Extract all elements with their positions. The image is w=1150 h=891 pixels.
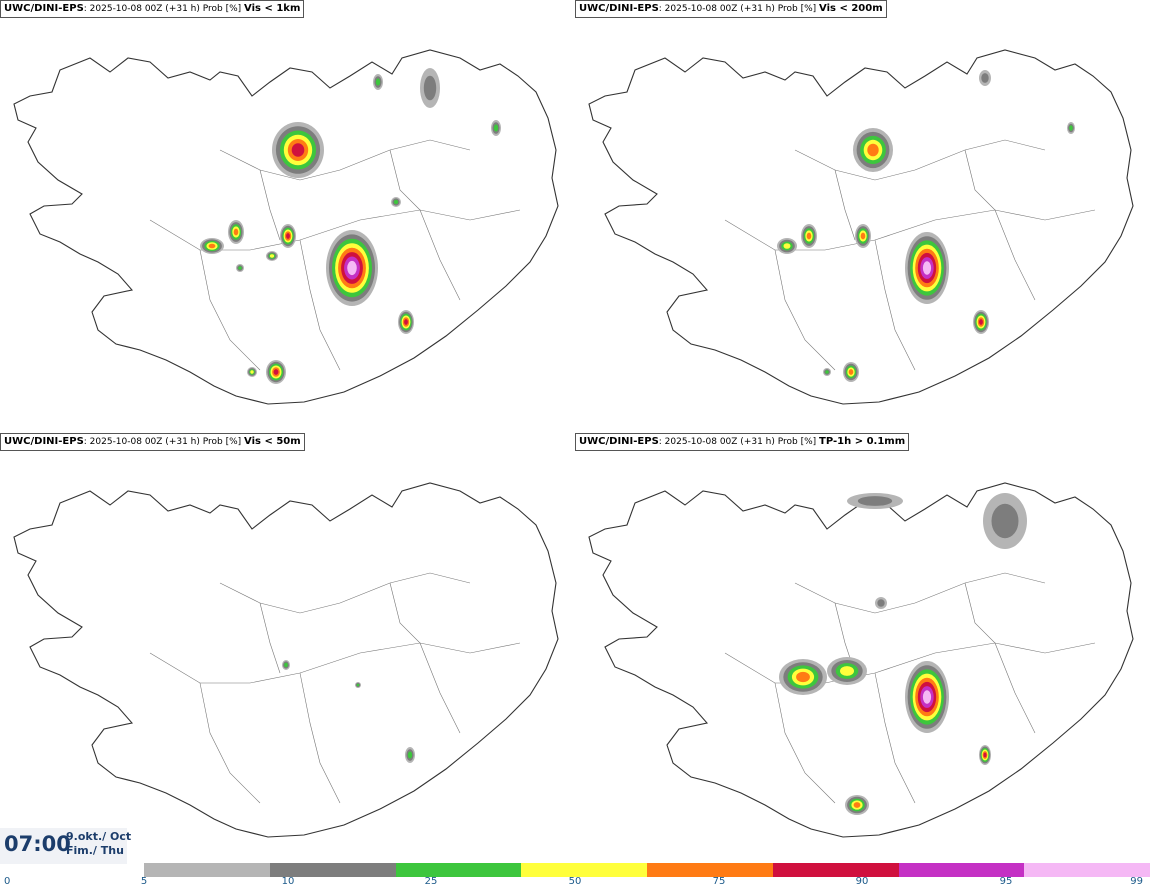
legend-tick-label: 95 bbox=[999, 876, 1013, 887]
valid-time-box bbox=[0, 828, 127, 864]
region-boundary bbox=[389, 582, 421, 644]
valid-date-line2: Fim./ Thu bbox=[66, 844, 124, 857]
region-boundary bbox=[419, 642, 461, 734]
legend-ticks: 0 5 10 25 50 75 90 95 99 bbox=[0, 876, 1150, 890]
legend-tick-label: 50 bbox=[568, 876, 582, 887]
panel-title: UWC/DINI-EPS: 2025-10-08 00Z (+31 h) Pro… bbox=[575, 0, 887, 18]
legend-swatch bbox=[144, 863, 270, 877]
probability-contour bbox=[404, 319, 408, 325]
panel-title: UWC/DINI-EPS: 2025-10-08 00Z (+31 h) Pro… bbox=[0, 433, 305, 451]
probability-contour bbox=[493, 124, 499, 132]
color-legend bbox=[144, 863, 1150, 877]
probability-contour bbox=[806, 232, 812, 240]
probability-contour bbox=[981, 73, 989, 83]
legend-tick-label: 99 bbox=[1130, 876, 1143, 887]
valid-time: 07:00 bbox=[4, 832, 71, 856]
legend-swatch bbox=[772, 863, 899, 877]
probability-contour bbox=[1069, 125, 1073, 131]
region-boundary bbox=[299, 672, 341, 804]
legend-swatch bbox=[521, 863, 647, 877]
probability-contour bbox=[983, 752, 987, 758]
legend-tick-label: 25 bbox=[424, 876, 438, 887]
probability-contour bbox=[286, 233, 290, 239]
iceland-map bbox=[588, 49, 1134, 405]
region-boundary bbox=[994, 642, 1036, 734]
region-boundary bbox=[874, 239, 916, 371]
probability-contour bbox=[796, 671, 810, 683]
probability-contour bbox=[356, 683, 360, 687]
region-boundary bbox=[299, 239, 341, 371]
legend-tick-label: 75 bbox=[712, 876, 726, 887]
probability-contour bbox=[857, 496, 893, 506]
region-boundary bbox=[259, 169, 281, 241]
panel-title: UWC/DINI-EPS: 2025-10-08 00Z (+31 h) Pro… bbox=[0, 0, 305, 18]
probability-contour bbox=[423, 75, 437, 101]
probability-contour bbox=[922, 690, 932, 704]
probability-contour bbox=[238, 266, 242, 270]
probability-contour bbox=[848, 369, 854, 375]
probability-contour bbox=[867, 143, 879, 157]
region-boundary bbox=[994, 209, 1036, 301]
map-panel-precip: UWC/DINI-EPS: 2025-10-08 00Z (+31 h) Pro… bbox=[575, 433, 1150, 870]
region-boundary bbox=[964, 582, 996, 644]
probability-contour bbox=[877, 599, 885, 607]
probability-contour bbox=[273, 369, 279, 375]
region-boundary bbox=[774, 682, 836, 804]
map-panel-vis-50m: UWC/DINI-EPS: 2025-10-08 00Z (+31 h) Pro… bbox=[0, 433, 575, 870]
probability-contour bbox=[291, 143, 305, 157]
legend-tick-label: 5 bbox=[140, 876, 148, 887]
region-boundary bbox=[389, 149, 421, 211]
probability-contour bbox=[284, 662, 288, 668]
legend-tick-label: 10 bbox=[281, 876, 295, 887]
probability-contour bbox=[991, 503, 1019, 539]
legend-tick-label: 0 bbox=[4, 876, 11, 887]
probability-contour bbox=[393, 199, 399, 205]
region-boundary bbox=[199, 249, 261, 371]
coastline bbox=[588, 482, 1134, 838]
probability-contour bbox=[208, 243, 216, 249]
legend-swatch bbox=[395, 863, 522, 877]
legend-swatch bbox=[269, 863, 396, 877]
region-boundary bbox=[259, 602, 281, 674]
valid-date-line1: 9.okt./ Oct bbox=[66, 830, 132, 843]
probability-contour bbox=[840, 666, 854, 676]
probability-contour bbox=[375, 78, 381, 86]
region-boundary bbox=[199, 682, 261, 804]
probability-contour bbox=[407, 751, 413, 759]
region-boundary bbox=[149, 642, 521, 684]
probability-contour bbox=[853, 802, 861, 808]
map-panel-vis-200m: UWC/DINI-EPS: 2025-10-08 00Z (+31 h) Pro… bbox=[575, 0, 1150, 437]
probability-contour bbox=[233, 228, 239, 236]
legend-swatch bbox=[647, 863, 773, 877]
probability-contour bbox=[783, 243, 791, 249]
probability-contour bbox=[250, 370, 254, 374]
region-boundary bbox=[774, 249, 836, 371]
probability-contour bbox=[979, 319, 983, 325]
probability-contour bbox=[347, 260, 357, 276]
probability-contour bbox=[860, 232, 866, 240]
legend-swatch bbox=[898, 863, 1025, 877]
map-panel-vis-1km: UWC/DINI-EPS: 2025-10-08 00Z (+31 h) Pro… bbox=[0, 0, 575, 437]
iceland-map bbox=[13, 49, 559, 405]
iceland-map bbox=[13, 482, 559, 838]
region-boundary bbox=[834, 169, 856, 241]
valid-date: 9.okt./ Oct Fim./ Thu bbox=[66, 830, 131, 858]
probability-contour bbox=[269, 254, 275, 258]
probability-contour bbox=[825, 370, 829, 374]
iceland-map bbox=[588, 482, 1134, 838]
legend-tick-label: 90 bbox=[855, 876, 869, 887]
region-boundary bbox=[419, 209, 461, 301]
panel-title: UWC/DINI-EPS: 2025-10-08 00Z (+31 h) Pro… bbox=[575, 433, 910, 451]
legend-swatch bbox=[1024, 863, 1150, 877]
region-boundary bbox=[964, 149, 996, 211]
region-boundary bbox=[874, 672, 916, 804]
probability-contour bbox=[922, 261, 932, 275]
